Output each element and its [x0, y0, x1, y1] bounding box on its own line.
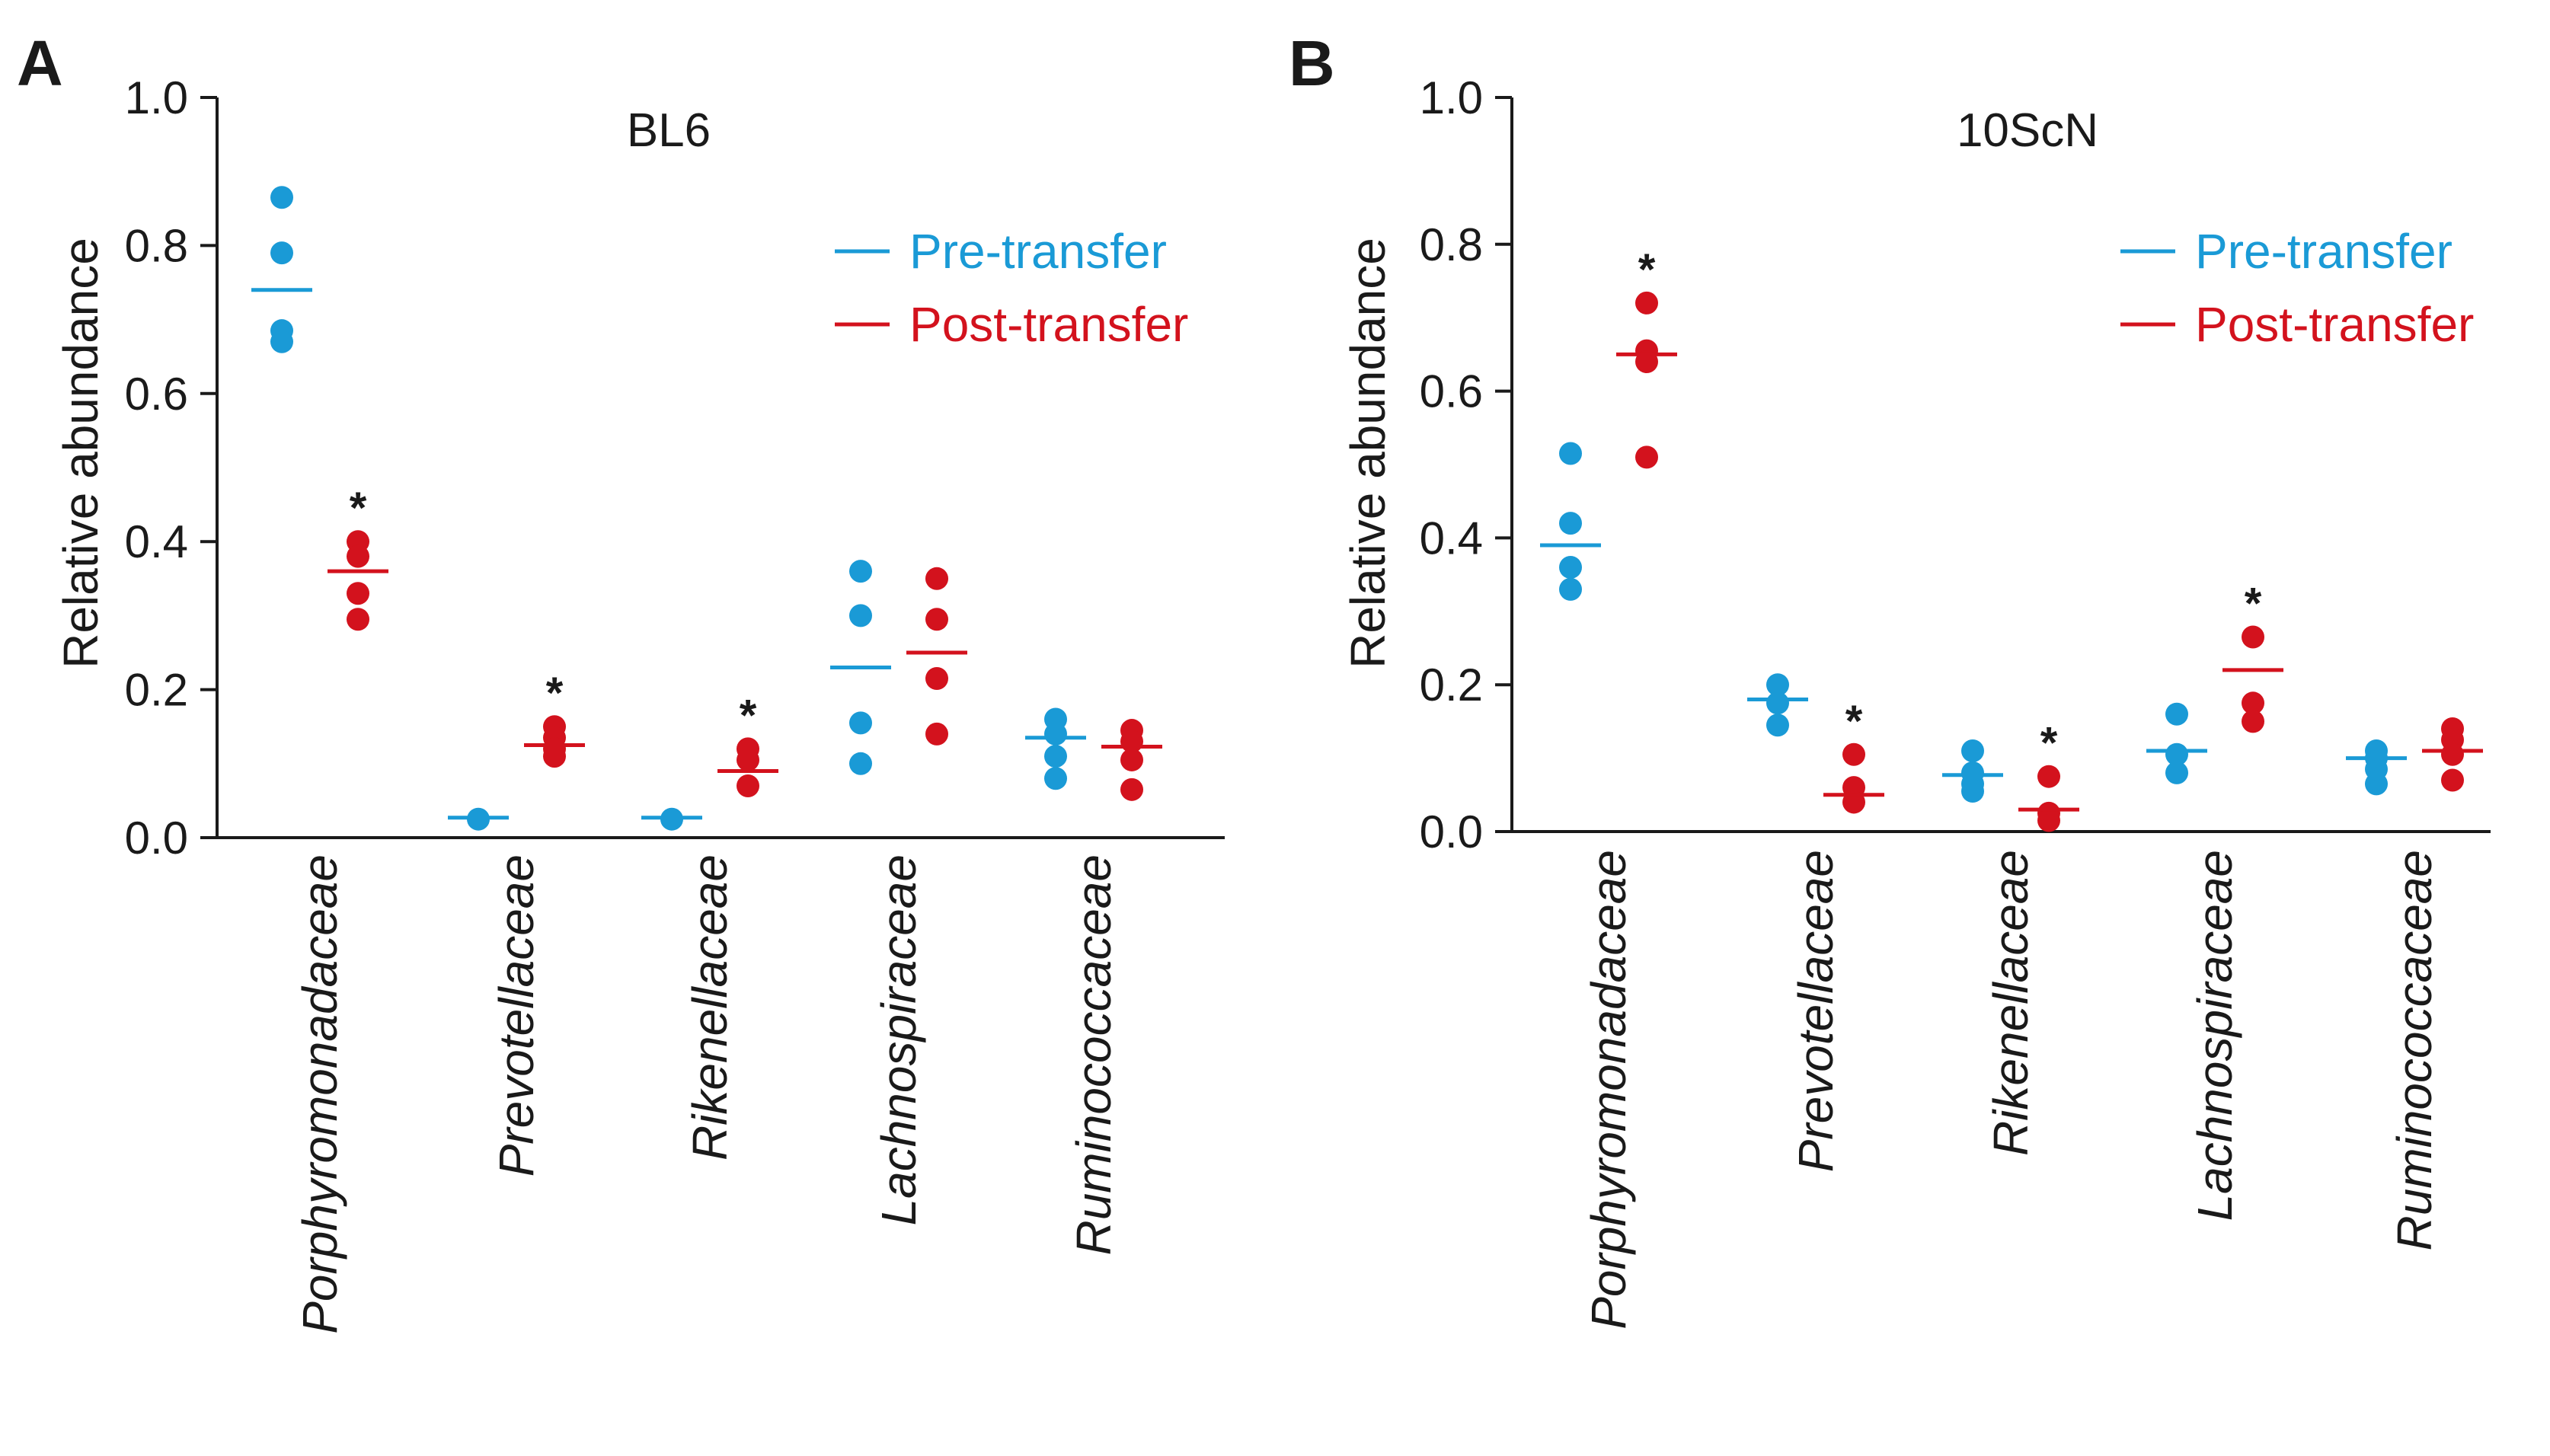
- x-tick-label-porphyromonadaceae: Porphyromonadaceae: [292, 854, 347, 1334]
- x-tick-label-ruminococcaceae: Ruminococcaceae: [2387, 850, 2442, 1251]
- data-point-post: [2037, 809, 2060, 832]
- data-point-pre: [849, 711, 872, 735]
- data-point-pre: [1559, 442, 1582, 465]
- significance-star: *: [2245, 580, 2262, 629]
- x-tick-label-lachnospiraceae: Lachnospiraceae: [2187, 850, 2242, 1221]
- data-point-pre: [849, 560, 872, 583]
- y-tick-label: 0.4: [1420, 512, 1483, 564]
- data-point-post: [925, 722, 948, 746]
- data-point-pre: [1044, 745, 1067, 768]
- data-point-pre: [1961, 739, 1984, 762]
- legend: Pre-transfer Post-transfer: [2120, 224, 2474, 352]
- data-point-post: [737, 774, 759, 797]
- y-tick-label: 0.0: [1420, 806, 1483, 857]
- data-point-post: [1635, 445, 1658, 469]
- data-point-pre: [270, 186, 293, 209]
- y-tick-label: 0.8: [125, 220, 188, 271]
- panel-letter: A: [17, 27, 63, 99]
- data-point-pre: [1766, 714, 1789, 737]
- x-tick-label-rikenellaceae: Rikenellaceae: [1983, 850, 2038, 1156]
- significance-star: *: [2040, 719, 2058, 768]
- data-point-pre: [849, 752, 872, 775]
- panel-b: B 10ScN Relative abundance Pre-transfer …: [1289, 27, 2491, 1330]
- y-tick-label: 0.2: [1420, 659, 1483, 710]
- chart-title: 10ScN: [1957, 104, 2098, 157]
- data-point-pre: [2365, 772, 2388, 796]
- data-point-post: [1635, 291, 1658, 315]
- data-point-pre: [1044, 767, 1067, 790]
- data-point-pre: [1559, 555, 1582, 579]
- y-tick-label: 1.0: [125, 72, 188, 123]
- data-point-post: [2242, 625, 2264, 649]
- data-point-post: [543, 745, 566, 768]
- legend-label-post: Post-transfer: [909, 297, 1188, 352]
- y-tick-label: 0.4: [125, 516, 188, 567]
- data-point-pre: [2165, 761, 2188, 784]
- data-point-pre: [2165, 702, 2188, 726]
- x-tick-label-prevotellaceae: Prevotellaceae: [1788, 850, 1843, 1172]
- x-tick-label-rikenellaceae: Rikenellaceae: [682, 854, 737, 1161]
- significance-star: *: [740, 691, 757, 740]
- data-point-post: [1120, 748, 1143, 771]
- y-tick-label: 0.8: [1420, 219, 1483, 270]
- plot-area: 0.0 0.2 0.4 0.6 0.8 1.0 Porphyromonadaceae Prev…: [1420, 72, 2491, 1330]
- data-point-pre: [1044, 722, 1067, 746]
- data-point-post: [347, 582, 369, 605]
- data-point-post: [1120, 777, 1143, 801]
- x-tick-label-ruminococcaceae: Ruminococcaceae: [1066, 854, 1121, 1256]
- y-tick-label: 1.0: [1420, 72, 1483, 123]
- chart-title: BL6: [627, 104, 711, 157]
- data-point-post: [347, 544, 369, 568]
- data-point-pre: [1766, 673, 1789, 697]
- y-axis-label: Relative abundance: [1341, 238, 1395, 669]
- y-tick-label: 0.0: [125, 813, 188, 864]
- data-point-post: [925, 608, 948, 631]
- data-point-pre: [1559, 577, 1582, 601]
- data-point-pre: [2165, 742, 2188, 766]
- legend-label-post: Post-transfer: [2195, 297, 2474, 352]
- data-point-post: [2441, 742, 2464, 766]
- data-point-post: [737, 748, 759, 771]
- data-point-post: [925, 667, 948, 691]
- y-axis-label: Relative abundance: [53, 238, 108, 669]
- x-tick-label-porphyromonadaceae: Porphyromonadaceae: [1581, 850, 1636, 1330]
- data-point-post: [2037, 765, 2060, 788]
- y-tick-label: 0.2: [125, 665, 188, 716]
- y-tick-label: 0.6: [1420, 366, 1483, 417]
- data-point-pre: [1559, 512, 1582, 535]
- panel-letter: B: [1289, 27, 1335, 99]
- data-point-post: [925, 567, 948, 590]
- panel-a: A BL6 Relative abundance Pre-transfer Po…: [17, 27, 1225, 1334]
- significance-star: *: [1845, 697, 1863, 746]
- data-point-post: [2242, 691, 2264, 715]
- significance-star: *: [546, 669, 564, 718]
- plot-area: 0.0 0.2 0.4 0.6 0.8 1.0 Porphyromonadaceae Prev…: [125, 72, 1225, 1334]
- x-tick-label-lachnospiraceae: Lachnospiraceae: [871, 854, 926, 1225]
- significance-star: *: [350, 484, 367, 533]
- data-point-pre: [1766, 691, 1789, 715]
- data-point-post: [1842, 742, 1865, 766]
- data-point-pre: [849, 604, 872, 627]
- legend: Pre-transfer Post-transfer: [835, 224, 1188, 352]
- data-point-post: [2242, 710, 2264, 733]
- legend-label-pre: Pre-transfer: [2195, 224, 2453, 279]
- x-tick-label-prevotellaceae: Prevotellaceae: [489, 854, 544, 1177]
- data-point-pre: [270, 241, 293, 265]
- data-point-pre: [1961, 779, 1984, 803]
- data-point-pre: [270, 330, 293, 353]
- significance-star: *: [1638, 245, 1656, 295]
- data-point-post: [347, 608, 369, 631]
- y-tick-label: 0.6: [125, 369, 188, 420]
- legend-label-pre: Pre-transfer: [909, 224, 1167, 279]
- data-point-post: [2441, 768, 2464, 792]
